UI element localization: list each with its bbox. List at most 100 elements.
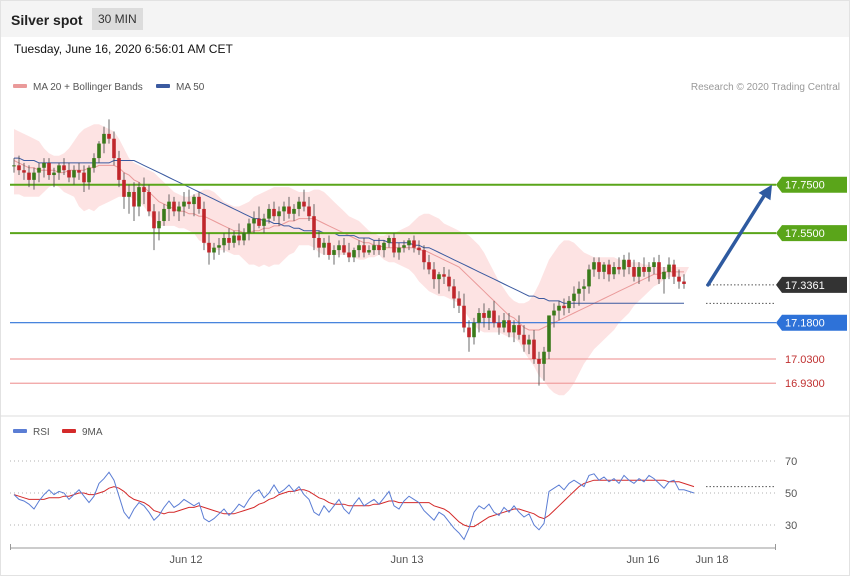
timeframe-badge[interactable]: 30 MIN	[92, 8, 143, 30]
level-label: 17.7500	[785, 180, 825, 192]
candle-body	[232, 235, 236, 243]
candle-body	[197, 196, 201, 209]
time-axis-label: Jun 12	[169, 554, 202, 566]
time-axis-label: Jun 13	[390, 554, 423, 566]
candle-body	[32, 172, 36, 180]
candle-body	[102, 133, 106, 144]
legend-label-bollinger: MA 20 + Bollinger Bands	[33, 82, 143, 93]
candle-body	[127, 191, 131, 197]
candle-body	[202, 208, 206, 243]
candle-body	[592, 262, 596, 270]
candle-body	[522, 334, 526, 345]
candle-body	[267, 208, 271, 219]
time-axis-label: Jun 16	[626, 554, 659, 566]
candle-body	[682, 281, 686, 284]
projection-arrow-shaft	[706, 190, 768, 287]
candle-body	[307, 206, 311, 217]
candle-body	[217, 245, 221, 248]
candle-body	[282, 206, 286, 212]
candle-body	[252, 218, 256, 224]
candle-body	[557, 305, 561, 311]
candle-body	[42, 162, 46, 168]
candle-body	[122, 179, 126, 197]
price-panel: 17.7500 17.5500 17.3361 17.1800 17.0300 16.93…	[10, 119, 847, 396]
candle-body	[467, 327, 471, 338]
candle-body	[642, 267, 646, 272]
candle-body	[312, 216, 316, 238]
candle-body	[677, 276, 681, 282]
candle-body	[142, 187, 146, 192]
candle-body	[67, 170, 71, 178]
candle-body	[82, 172, 86, 183]
candle-body	[137, 187, 141, 207]
candle-body	[92, 158, 96, 168]
candle-body	[222, 237, 226, 246]
ma50-line	[14, 157, 684, 304]
candle-body	[637, 267, 641, 277]
candle-body	[442, 274, 446, 277]
projection-arrow-head	[758, 184, 772, 201]
candle-body	[62, 165, 66, 171]
candle-body	[477, 313, 481, 323]
candle-body	[177, 206, 181, 212]
legend-swatch-ma50	[156, 84, 170, 88]
candle-body	[552, 310, 556, 316]
candle-body	[352, 250, 356, 258]
timestamp: Tuesday, June 16, 2020 6:56:01 AM CET	[14, 42, 233, 56]
level-tag	[776, 176, 847, 193]
level-tag	[776, 314, 847, 331]
candle-body	[22, 170, 26, 173]
candle-body	[457, 298, 461, 306]
legend-label-rsi: RSI	[33, 427, 50, 438]
candle-body	[72, 170, 76, 178]
candle-body	[497, 322, 501, 328]
candle-body	[277, 211, 281, 217]
candle-body	[152, 211, 156, 229]
chart-header: Silver spot 30 MIN	[1, 1, 849, 37]
candle-body	[607, 264, 611, 275]
candle-body	[672, 264, 676, 277]
candle-body	[52, 172, 56, 176]
candle-body	[482, 313, 486, 318]
candle-body	[512, 325, 516, 333]
candle-body	[612, 267, 616, 275]
candle-body	[302, 201, 306, 207]
candle-body	[502, 320, 506, 328]
candle-body	[562, 305, 566, 309]
rsi-ma-line	[13, 479, 695, 528]
candle-body	[337, 245, 341, 251]
candle-body	[187, 201, 191, 205]
candle-body	[462, 305, 466, 328]
candle-body	[372, 245, 376, 251]
candle-body	[247, 223, 251, 234]
research-credit: Research © 2020 Trading Central	[691, 82, 840, 93]
candle-body	[667, 264, 671, 272]
candle-body	[382, 242, 386, 251]
candle-body	[47, 162, 51, 176]
candle-body	[392, 237, 396, 253]
candle-body	[77, 170, 81, 173]
time-axis-label: Jun 18	[695, 554, 728, 566]
candle-body	[417, 247, 421, 251]
candle-body	[57, 165, 61, 173]
candle-body	[597, 262, 601, 272]
candle-body	[227, 237, 231, 243]
candle-body	[662, 271, 666, 280]
candle-body	[622, 259, 626, 270]
legend-swatch-rsi-ma	[62, 429, 76, 433]
candle-body	[422, 250, 426, 263]
candle-body	[387, 237, 391, 243]
candle-body	[87, 167, 91, 183]
candle-body	[617, 267, 621, 270]
candle-body	[327, 242, 331, 255]
candle-body	[97, 143, 101, 159]
candle-body	[182, 201, 186, 207]
candle-body	[632, 267, 636, 277]
candle-body	[407, 240, 411, 246]
candle-body	[347, 252, 351, 258]
candle-body	[117, 158, 121, 180]
candle-body	[517, 325, 521, 335]
candle-body	[357, 245, 361, 251]
legend-label-rsi-ma: 9MA	[82, 427, 103, 438]
